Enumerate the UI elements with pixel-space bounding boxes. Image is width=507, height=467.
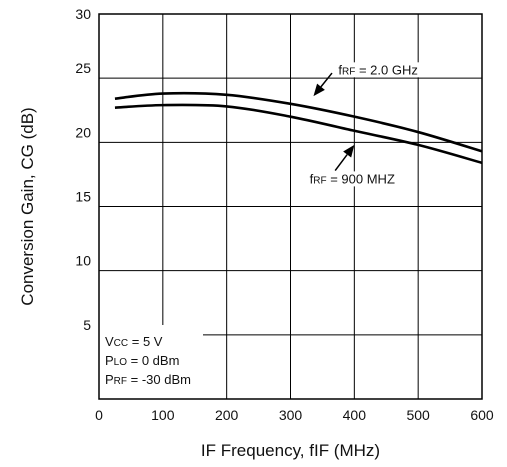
series-line-1 [114, 103, 483, 165]
conditions-background [100, 325, 203, 398]
condition-base: P [105, 372, 114, 387]
condition-1: PLO = 0 dBm [105, 353, 179, 368]
annotation-rest: = 900 MHZ [327, 171, 395, 186]
y-axis-title: Conversion Gain, CG (dB) [18, 107, 37, 305]
condition-2: PRF = -30 dBm [105, 372, 191, 387]
y-tick-label: 15 [75, 189, 91, 205]
condition-sub: CC [114, 338, 128, 349]
condition-sub: LO [114, 357, 128, 368]
annotation-sub: RF [313, 175, 326, 186]
x-axis-title: IF Frequency, fIF (MHz) [201, 441, 380, 460]
x-tick-label: 100 [151, 407, 175, 423]
condition-base: P [105, 353, 114, 368]
y-tick-label: 10 [75, 253, 91, 269]
annotation-arrow-shaft [320, 72, 333, 88]
annotation-label-1: fRF = 900 MHZ [310, 171, 395, 186]
y-tick-label: 25 [75, 60, 91, 76]
x-tick-label: 500 [406, 407, 430, 423]
x-tick-label: 400 [343, 407, 367, 423]
condition-rest: = -30 dBm [127, 372, 191, 387]
y-tick-label: 30 [75, 6, 91, 22]
condition-rest: = 0 dBm [127, 353, 179, 368]
series-line-0 [114, 91, 483, 153]
x-tick-label: 200 [215, 407, 239, 423]
grid-lines [99, 14, 482, 399]
annotation-base: f [310, 171, 314, 186]
x-tick-label: 300 [279, 407, 303, 423]
plot-frame [98, 13, 483, 400]
annotation-base: f [338, 62, 342, 77]
annotation-background [336, 62, 420, 78]
annotation-background [307, 171, 397, 187]
y-tick-label: 20 [75, 124, 91, 140]
annotation-sub: RF [342, 66, 355, 77]
annotation-arrow-head [343, 144, 355, 158]
condition-sub: RF [114, 376, 127, 387]
series-lines [114, 91, 483, 165]
y-tick-label: 5 [83, 317, 91, 333]
annotation-rest: = 2.0 GHz [355, 62, 418, 77]
tick-labels: 0 100 200 300 400 500 600 5 10 15 20 25 30 [75, 6, 493, 423]
condition-0: VCC = 5 V [105, 334, 163, 349]
annotation-arrow-head [313, 83, 325, 97]
condition-rest: = 5 V [128, 334, 163, 349]
condition-base: V [105, 334, 114, 349]
annotation-label-0: fRF = 2.0 GHz [338, 62, 417, 77]
annotation-arrow-shaft [334, 154, 348, 172]
x-tick-label: 600 [470, 407, 494, 423]
x-tick-label: 0 [95, 407, 103, 423]
